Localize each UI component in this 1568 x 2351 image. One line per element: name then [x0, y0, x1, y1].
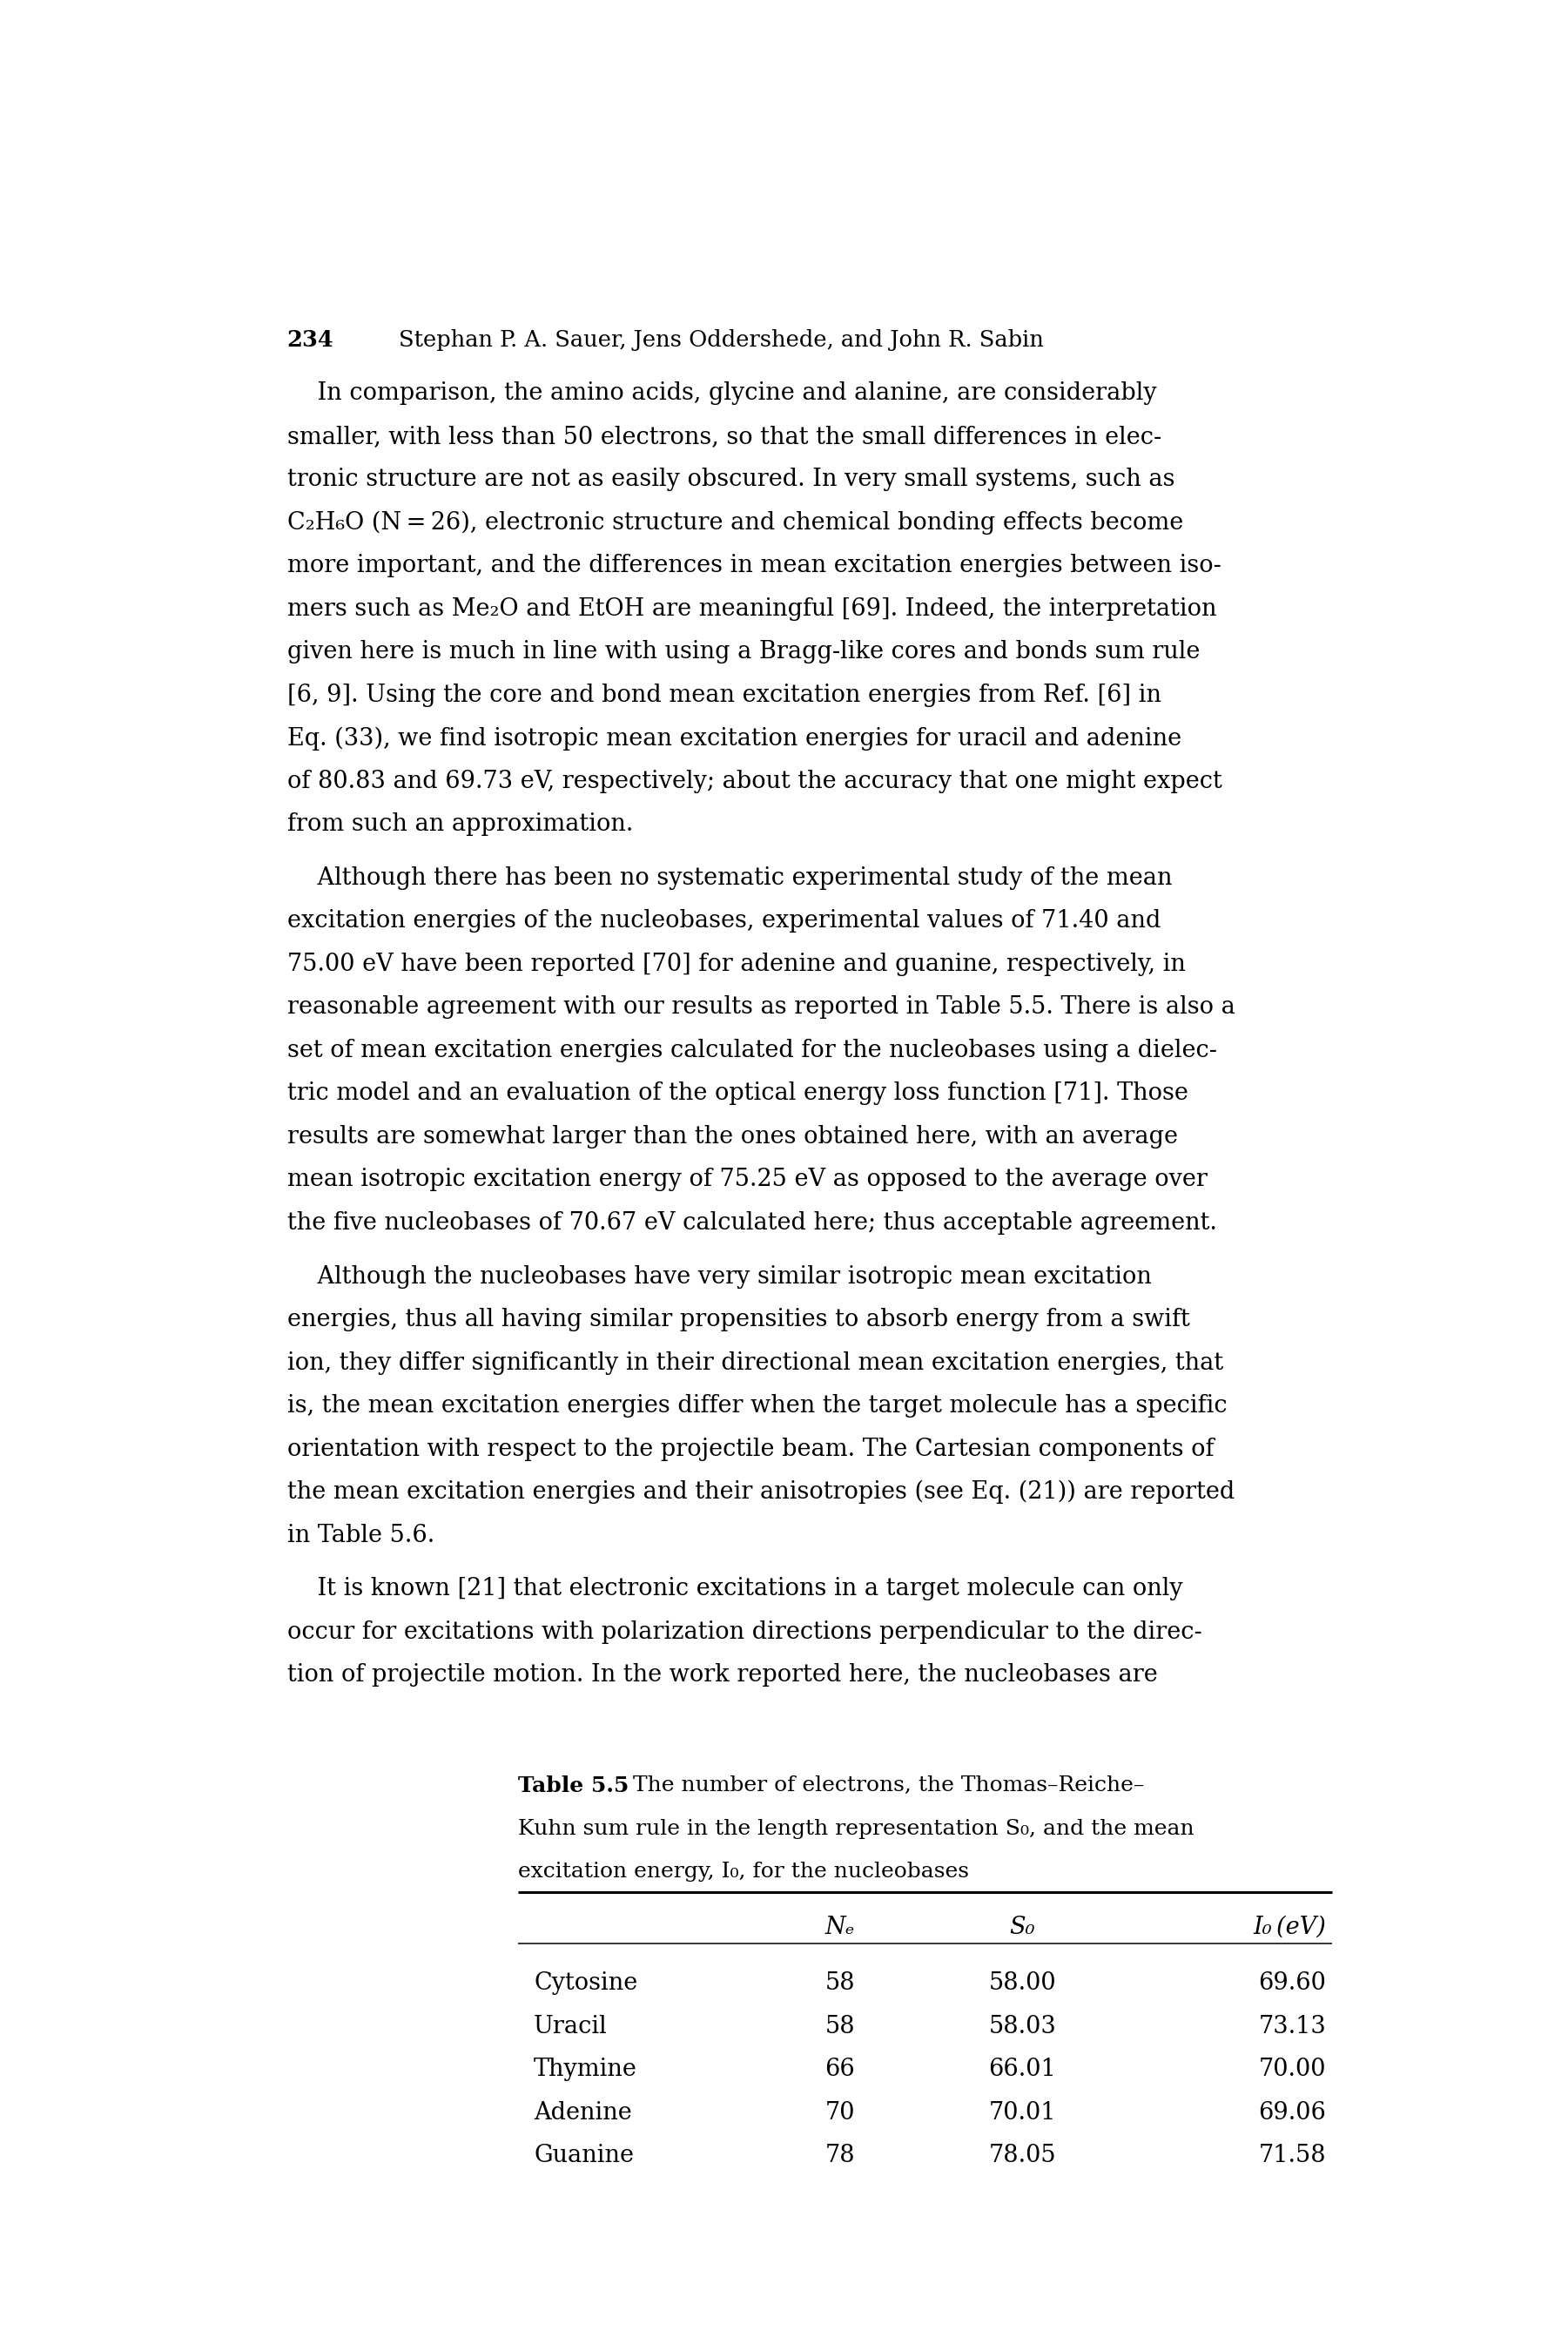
Text: 70: 70	[825, 2102, 855, 2125]
Text: Although the nucleobases have very similar isotropic mean excitation: Although the nucleobases have very simil…	[287, 1265, 1151, 1288]
Text: in Table 5.6.: in Table 5.6.	[287, 1523, 434, 1547]
Text: In comparison, the amino acids, glycine and alanine, are considerably: In comparison, the amino acids, glycine …	[287, 381, 1157, 404]
Text: is, the mean excitation energies differ when the target molecule has a specific: is, the mean excitation energies differ …	[287, 1394, 1228, 1418]
Text: Although there has been no systematic experimental study of the mean: Although there has been no systematic ex…	[287, 868, 1173, 891]
Text: 71.58: 71.58	[1259, 2144, 1327, 2168]
Text: 70.01: 70.01	[988, 2102, 1057, 2125]
Text: from such an approximation.: from such an approximation.	[287, 813, 633, 837]
Text: Adenine: Adenine	[533, 2102, 632, 2125]
Text: Uracil: Uracil	[533, 2015, 608, 2038]
Text: 66: 66	[825, 2057, 855, 2081]
Text: 58.00: 58.00	[988, 1972, 1057, 1996]
Text: The number of electrons, the Thomas–Reiche–: The number of electrons, the Thomas–Reic…	[619, 1775, 1145, 1796]
Text: Nₑ: Nₑ	[825, 1916, 855, 1940]
Text: mean isotropic excitation energy of 75.25 eV as opposed to the average over: mean isotropic excitation energy of 75.2…	[287, 1168, 1207, 1192]
Text: the mean excitation energies and their anisotropies (see Eq. (21)) are reported: the mean excitation energies and their a…	[287, 1481, 1234, 1505]
Text: smaller, with less than 50 electrons, so that the small differences in elec-: smaller, with less than 50 electrons, so…	[287, 426, 1162, 449]
Text: C₂H₆O (N = 26), electronic structure and chemical bonding effects become: C₂H₆O (N = 26), electronic structure and…	[287, 510, 1184, 534]
Text: 58.03: 58.03	[988, 2015, 1057, 2038]
Text: tric model and an evaluation of the optical energy loss function [71]. Those: tric model and an evaluation of the opti…	[287, 1081, 1189, 1105]
Text: Thymine: Thymine	[533, 2057, 637, 2081]
Text: set of mean excitation energies calculated for the nucleobases using a dielec-: set of mean excitation energies calculat…	[287, 1039, 1217, 1063]
Text: 78: 78	[825, 2144, 855, 2168]
Text: 69.60: 69.60	[1259, 1972, 1327, 1996]
Text: orientation with respect to the projectile beam. The Cartesian components of: orientation with respect to the projecti…	[287, 1436, 1214, 1460]
Text: of 80.83 and 69.73 eV, respectively; about the accuracy that one might expect: of 80.83 and 69.73 eV, respectively; abo…	[287, 769, 1221, 792]
Text: more important, and the differences in mean excitation energies between iso-: more important, and the differences in m…	[287, 555, 1221, 578]
Text: ion, they differ significantly in their directional mean excitation energies, th: ion, they differ significantly in their …	[287, 1352, 1223, 1375]
Text: excitation energies of the nucleobases, experimental values of 71.40 and: excitation energies of the nucleobases, …	[287, 910, 1160, 933]
Text: given here is much in line with using a Bragg-like cores and bonds sum rule: given here is much in line with using a …	[287, 639, 1200, 663]
Text: tronic structure are not as easily obscured. In very small systems, such as: tronic structure are not as easily obscu…	[287, 468, 1174, 491]
Text: 78.05: 78.05	[988, 2144, 1057, 2168]
Text: Cytosine: Cytosine	[533, 1972, 638, 1996]
Text: Stephan P. A. Sauer, Jens Oddershede, and John R. Sabin: Stephan P. A. Sauer, Jens Oddershede, an…	[398, 329, 1044, 350]
Text: 75.00 eV have been reported [70] for adenine and guanine, respectively, in: 75.00 eV have been reported [70] for ade…	[287, 952, 1185, 976]
Text: 58: 58	[825, 1972, 855, 1996]
Text: It is known [21] that electronic excitations in a target molecule can only: It is known [21] that electronic excitat…	[287, 1578, 1182, 1601]
Text: excitation energy, I₀, for the nucleobases: excitation energy, I₀, for the nucleobas…	[517, 1862, 969, 1881]
Text: the five nucleobases of 70.67 eV calculated here; thus acceptable agreement.: the five nucleobases of 70.67 eV calcula…	[287, 1211, 1217, 1234]
Text: I₀ (eV): I₀ (eV)	[1253, 1916, 1327, 1940]
Text: 58: 58	[825, 2015, 855, 2038]
Text: Kuhn sum rule in the length representation S₀, and the mean: Kuhn sum rule in the length representati…	[517, 1820, 1195, 1838]
Text: S₀: S₀	[1010, 1916, 1035, 1940]
Text: Table 5.5: Table 5.5	[517, 1775, 629, 1796]
Text: 73.13: 73.13	[1259, 2015, 1327, 2038]
Text: results are somewhat larger than the ones obtained here, with an average: results are somewhat larger than the one…	[287, 1124, 1178, 1147]
Text: reasonable agreement with our results as reported in Table 5.5. There is also a: reasonable agreement with our results as…	[287, 994, 1236, 1018]
Text: energies, thus all having similar propensities to absorb energy from a swift: energies, thus all having similar propen…	[287, 1307, 1190, 1331]
Text: [6, 9]. Using the core and bond mean excitation energies from Ref. [6] in: [6, 9]. Using the core and bond mean exc…	[287, 684, 1162, 708]
Text: 70.00: 70.00	[1259, 2057, 1327, 2081]
Text: 66.01: 66.01	[988, 2057, 1057, 2081]
Text: Guanine: Guanine	[533, 2144, 633, 2168]
Text: 69.06: 69.06	[1259, 2102, 1327, 2125]
Text: mers such as Me₂O and EtOH are meaningful [69]. Indeed, the interpretation: mers such as Me₂O and EtOH are meaningfu…	[287, 597, 1217, 621]
Text: Eq. (33), we find isotropic mean excitation energies for uracil and adenine: Eq. (33), we find isotropic mean excitat…	[287, 726, 1181, 750]
Text: 234: 234	[287, 329, 334, 350]
Text: occur for excitations with polarization directions perpendicular to the direc-: occur for excitations with polarization …	[287, 1620, 1203, 1643]
Text: tion of projectile motion. In the work reported here, the nucleobases are: tion of projectile motion. In the work r…	[287, 1665, 1157, 1688]
